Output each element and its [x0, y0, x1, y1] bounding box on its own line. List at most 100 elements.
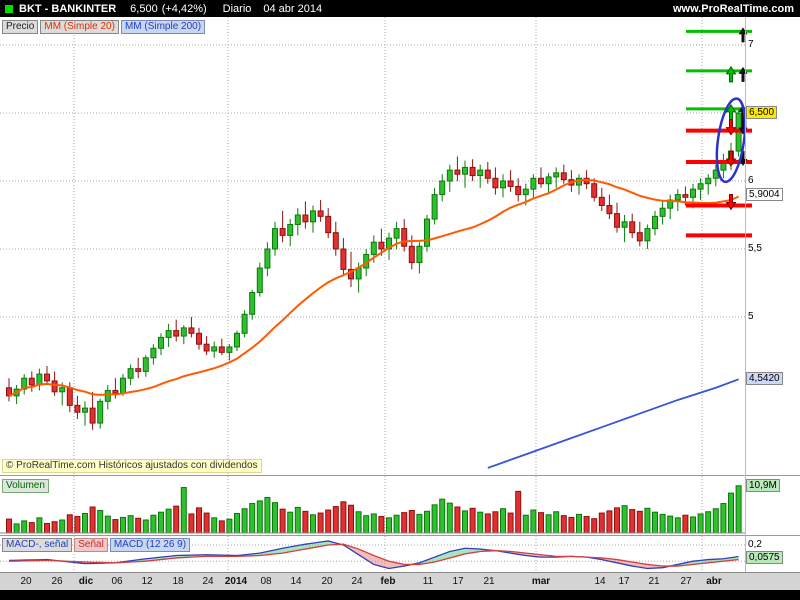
volume-bar [462, 510, 468, 534]
market-status-icon [5, 4, 13, 13]
volume-bar [370, 513, 377, 534]
volume-bar [431, 504, 438, 534]
change-percent: (+4,42%) [161, 2, 207, 15]
candle [36, 368, 43, 391]
volume-bar [492, 511, 499, 534]
senal-legend-chip[interactable]: Señal [74, 538, 108, 552]
candle [644, 224, 651, 249]
volume-bar [234, 513, 240, 534]
volume-legend-chip[interactable]: Volumen [2, 479, 49, 493]
down-arrow-icon [725, 150, 737, 167]
volume-bar [302, 510, 309, 534]
volume-bar [386, 517, 392, 534]
volume-bar [287, 511, 294, 534]
macd-senal-legend-chip[interactable]: MACD-, señal [2, 538, 73, 552]
volume-legend: Volumen [2, 479, 49, 493]
volume-bar [614, 507, 620, 534]
candle [545, 172, 552, 195]
candle [606, 194, 613, 220]
volume-bar [256, 500, 263, 534]
volume-bar [173, 505, 180, 534]
candle [507, 170, 514, 192]
candle [325, 208, 332, 239]
x-axis-label: 27 [680, 576, 692, 587]
x-axis-label: 08 [260, 576, 272, 587]
candle [424, 215, 430, 252]
candle [697, 178, 704, 201]
volume-bar [469, 507, 476, 534]
volume-bar [530, 509, 537, 534]
candle [264, 242, 271, 277]
volume-bar [606, 510, 613, 534]
ma200-legend-chip[interactable]: MM (Simple 200) [120, 20, 206, 34]
candle [226, 344, 233, 361]
panel-separator [0, 535, 800, 536]
volume-bar [310, 514, 316, 534]
volume-bar [348, 504, 354, 534]
macd-params-legend-chip[interactable]: MACD (12 26 9) [109, 538, 191, 552]
last-price: 6,500 [130, 2, 158, 15]
candle [89, 391, 96, 430]
volume-bar [66, 514, 73, 534]
volume-bar [340, 501, 347, 534]
volume-bar [545, 514, 552, 534]
ma20-legend-chip[interactable]: MM (Simple 20) [40, 20, 119, 34]
volume-bar [6, 518, 12, 534]
x-axis-label: 14 [290, 576, 302, 587]
volume-bar [196, 507, 202, 534]
candle [378, 228, 385, 256]
volume-bar [135, 517, 142, 534]
volume-bar [408, 509, 415, 534]
volume-bar [112, 519, 119, 534]
breakout-ellipse[interactable] [712, 97, 749, 184]
candle [28, 371, 35, 392]
volume-bar [591, 518, 598, 534]
volume-bar [241, 508, 248, 534]
ma20-line [8, 178, 740, 397]
volume-bar [659, 513, 666, 534]
volume-bar [378, 516, 385, 534]
instrument-name: BKT - BANKINTER [19, 2, 117, 15]
price-chart[interactable] [0, 17, 800, 475]
volume-bar [51, 521, 58, 534]
candle [256, 262, 263, 297]
ma200-value-box: 4,5420 [746, 372, 783, 386]
x-axis[interactable]: 20 26 dic 06 12 18 24 2014 08 14 20 24 feb 11 17 21 mar 1… [0, 572, 800, 591]
x-axis-label: mar [531, 576, 551, 587]
volume-bar [439, 498, 446, 534]
volume-bar [218, 520, 225, 534]
x-axis-label: 26 [51, 576, 63, 587]
candle [538, 167, 544, 188]
x-axis-label: 18 [172, 576, 184, 587]
volume-bar [142, 519, 149, 534]
volume-bar [82, 513, 88, 534]
candle [165, 323, 172, 347]
volume-bar [424, 510, 430, 534]
volume-bar [454, 506, 461, 534]
volume-bar [165, 508, 172, 534]
candle [211, 341, 218, 358]
candle [598, 187, 605, 211]
volume-bar [226, 518, 233, 534]
volume-bar [363, 515, 370, 534]
candle [158, 333, 164, 356]
macd-chart[interactable] [0, 536, 800, 571]
candle [51, 371, 58, 396]
candle [401, 219, 408, 252]
candle [287, 219, 294, 247]
volume-bar [264, 496, 271, 534]
x-axis-label: 06 [111, 576, 123, 587]
price-legend-chip[interactable]: Precio [2, 20, 39, 34]
volume-bar [644, 507, 651, 534]
volume-bar [416, 513, 423, 534]
candle [150, 344, 157, 365]
candle [515, 178, 522, 202]
volume-bar [568, 516, 575, 534]
volume-chart[interactable] [0, 476, 800, 535]
x-axis-label: 24 [351, 576, 363, 587]
candle [104, 385, 111, 410]
candle [317, 200, 324, 222]
macd-line [8, 540, 739, 570]
candle [340, 238, 347, 277]
volume-bar [279, 508, 286, 534]
